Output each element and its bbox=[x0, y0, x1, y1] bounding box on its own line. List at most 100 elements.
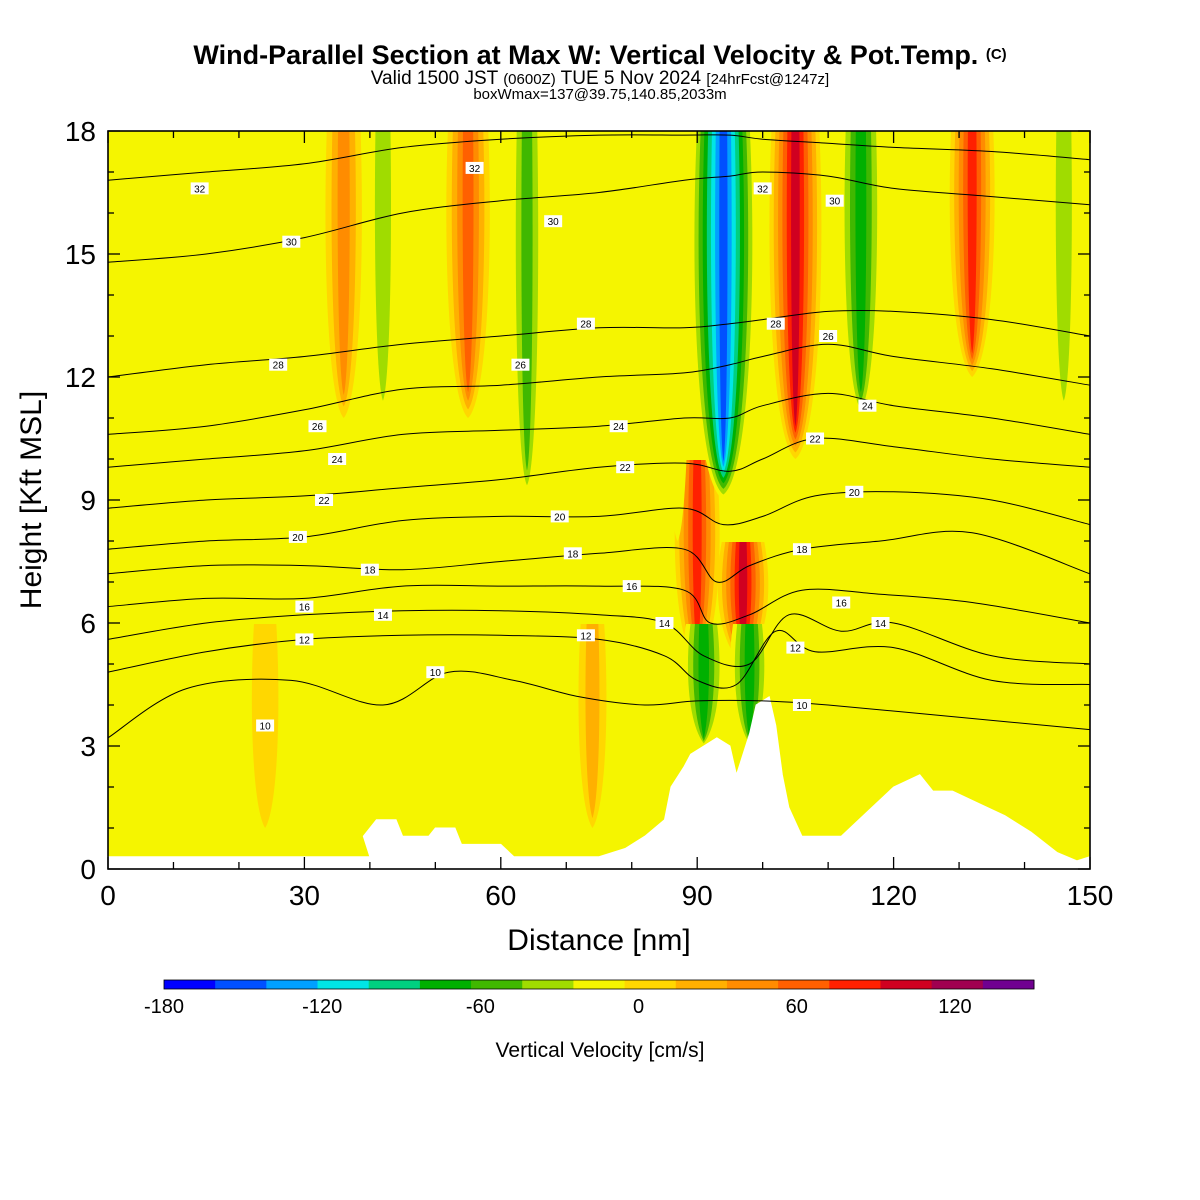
contour-label-bg bbox=[328, 453, 347, 465]
contour-label-bg bbox=[295, 633, 314, 646]
contour-label-bg bbox=[465, 161, 484, 174]
velocity-band bbox=[374, 131, 392, 401]
colorbar-swatch bbox=[675, 980, 728, 989]
velocity-feature-17 bbox=[1011, 460, 1038, 746]
contour-label-bg bbox=[282, 235, 301, 248]
contour-label-10: 10 bbox=[260, 722, 272, 733]
velocity-band bbox=[585, 624, 600, 819]
axes: 0 30 60 90 120 150 0 3 6 9 12 15 18 bbox=[65, 116, 1114, 911]
contour-label-18: 18 bbox=[796, 545, 808, 556]
contour-label-22: 22 bbox=[318, 496, 330, 507]
theta-contour-10 bbox=[108, 670, 1090, 739]
contour-label-32: 32 bbox=[757, 184, 769, 195]
contour-label-12: 12 bbox=[299, 635, 311, 646]
contour-label-30: 30 bbox=[829, 197, 841, 208]
theta-contour-28 bbox=[108, 309, 1090, 378]
x-tick-label: 60 bbox=[485, 880, 516, 911]
velocity-feature-5 bbox=[690, 131, 757, 500]
velocity-band bbox=[719, 131, 728, 462]
contour-label-22: 22 bbox=[809, 435, 821, 446]
chart-title-mark: (C) bbox=[985, 46, 1007, 63]
title-block: Wind-Parallel Section at Max W: Vertical… bbox=[0, 40, 1200, 102]
velocity-feature-19 bbox=[664, 131, 691, 541]
contour-label-bg bbox=[609, 420, 628, 433]
x-tick-label: 0 bbox=[100, 880, 116, 911]
plot-area: 10 10 10 12 12 12 14 14 14 16 16 16 18 18 18 20 20 20 22 22… bbox=[108, 131, 1090, 869]
contour-label-28: 28 bbox=[770, 320, 782, 331]
contour-label-20: 20 bbox=[849, 488, 861, 499]
contour-label-16: 16 bbox=[836, 599, 848, 610]
valid-utc: (0600Z) bbox=[503, 71, 556, 88]
colorbar-tick-label: 120 bbox=[938, 996, 971, 1018]
velocity-feature-9 bbox=[949, 131, 995, 377]
theta-contour-32 bbox=[108, 134, 1090, 181]
chart-title: Wind-Parallel Section at Max W: Vertical… bbox=[0, 40, 1200, 70]
chart-title-text: Wind-Parallel Section at Max W: Vertical… bbox=[193, 40, 979, 70]
velocity-band bbox=[692, 460, 702, 649]
contour-label-bg bbox=[511, 358, 530, 371]
theta-contour-22 bbox=[108, 437, 1090, 509]
contour-label-bg bbox=[655, 617, 674, 629]
contour-label-bg bbox=[269, 358, 288, 371]
contour-label-bg bbox=[832, 596, 851, 609]
contour-label-20: 20 bbox=[292, 533, 304, 544]
colorbar-swatch bbox=[266, 980, 319, 989]
contour-label-18: 18 bbox=[567, 549, 579, 560]
contour-label-14: 14 bbox=[875, 619, 887, 630]
contour-label-26: 26 bbox=[823, 332, 835, 343]
theta-contour-24 bbox=[108, 392, 1090, 468]
contour-label-bg bbox=[792, 543, 811, 556]
contour-label-bg bbox=[858, 399, 877, 412]
velocity-band bbox=[913, 460, 939, 664]
colorbar-tick-label: 60 bbox=[786, 996, 808, 1018]
contour-label-bg bbox=[315, 494, 334, 506]
colorbar-swatch bbox=[164, 980, 216, 989]
terrain-layer bbox=[108, 696, 1090, 869]
contour-label-14: 14 bbox=[377, 611, 389, 622]
x-axis-label: Distance [nm] bbox=[507, 924, 690, 957]
theta-contour-26 bbox=[108, 343, 1090, 435]
velocity-feature-10 bbox=[1047, 131, 1080, 418]
x-tick-label: 120 bbox=[870, 880, 917, 911]
velocity-band bbox=[462, 131, 474, 393]
colorbar-swatch bbox=[982, 980, 1035, 989]
contour-label-26: 26 bbox=[515, 361, 527, 372]
colorbar-tick-label: -120 bbox=[302, 996, 342, 1018]
contour-label-bg bbox=[373, 608, 392, 621]
velocity-band bbox=[441, 624, 469, 787]
velocity-feature-8 bbox=[839, 131, 883, 418]
y-tick-label: 3 bbox=[80, 731, 96, 762]
contour-label-bg bbox=[426, 666, 445, 679]
contour-label-bg bbox=[576, 317, 595, 330]
colorbar-swatch bbox=[778, 980, 830, 989]
contour-label-14: 14 bbox=[659, 619, 671, 630]
contour-label-32: 32 bbox=[469, 164, 481, 175]
colorbar-swatch bbox=[471, 980, 523, 989]
velocity-feature-7 bbox=[769, 131, 822, 459]
box-info: boxWmax=137@39.75,140.85,2033m bbox=[473, 86, 727, 103]
valid-time-line: Valid 1500 JST (0600Z) TUE 5 Nov 2024 [2… bbox=[0, 69, 1200, 88]
theta-contour-30 bbox=[108, 171, 1090, 263]
contour-label-24: 24 bbox=[332, 455, 344, 466]
contour-label-bg bbox=[622, 580, 641, 593]
contour-label-16: 16 bbox=[626, 582, 638, 593]
y-tick-label: 18 bbox=[65, 116, 96, 147]
vertical-velocity-field bbox=[251, 131, 1080, 828]
contour-label-12: 12 bbox=[790, 644, 802, 655]
colorbar-swatch bbox=[726, 980, 779, 989]
forecast-info: [24hrFcst@1247z] bbox=[706, 71, 830, 88]
colorbar-swatch bbox=[931, 980, 984, 989]
colorbar-swatch bbox=[624, 980, 677, 989]
contour-label-bg bbox=[576, 629, 595, 642]
colorbar-swatch bbox=[317, 980, 370, 989]
contour-label-24: 24 bbox=[862, 402, 874, 413]
colorbar: -180 -120 -60 0 60 120 bbox=[144, 979, 1035, 1018]
velocity-feature-4 bbox=[674, 460, 720, 664]
contour-label-32: 32 bbox=[194, 184, 206, 195]
contour-label-bg bbox=[845, 485, 864, 498]
velocity-band bbox=[855, 131, 867, 393]
contour-label-10: 10 bbox=[796, 701, 808, 712]
velocity-feature-1 bbox=[366, 131, 400, 418]
x-tick-label: 90 bbox=[682, 880, 713, 911]
